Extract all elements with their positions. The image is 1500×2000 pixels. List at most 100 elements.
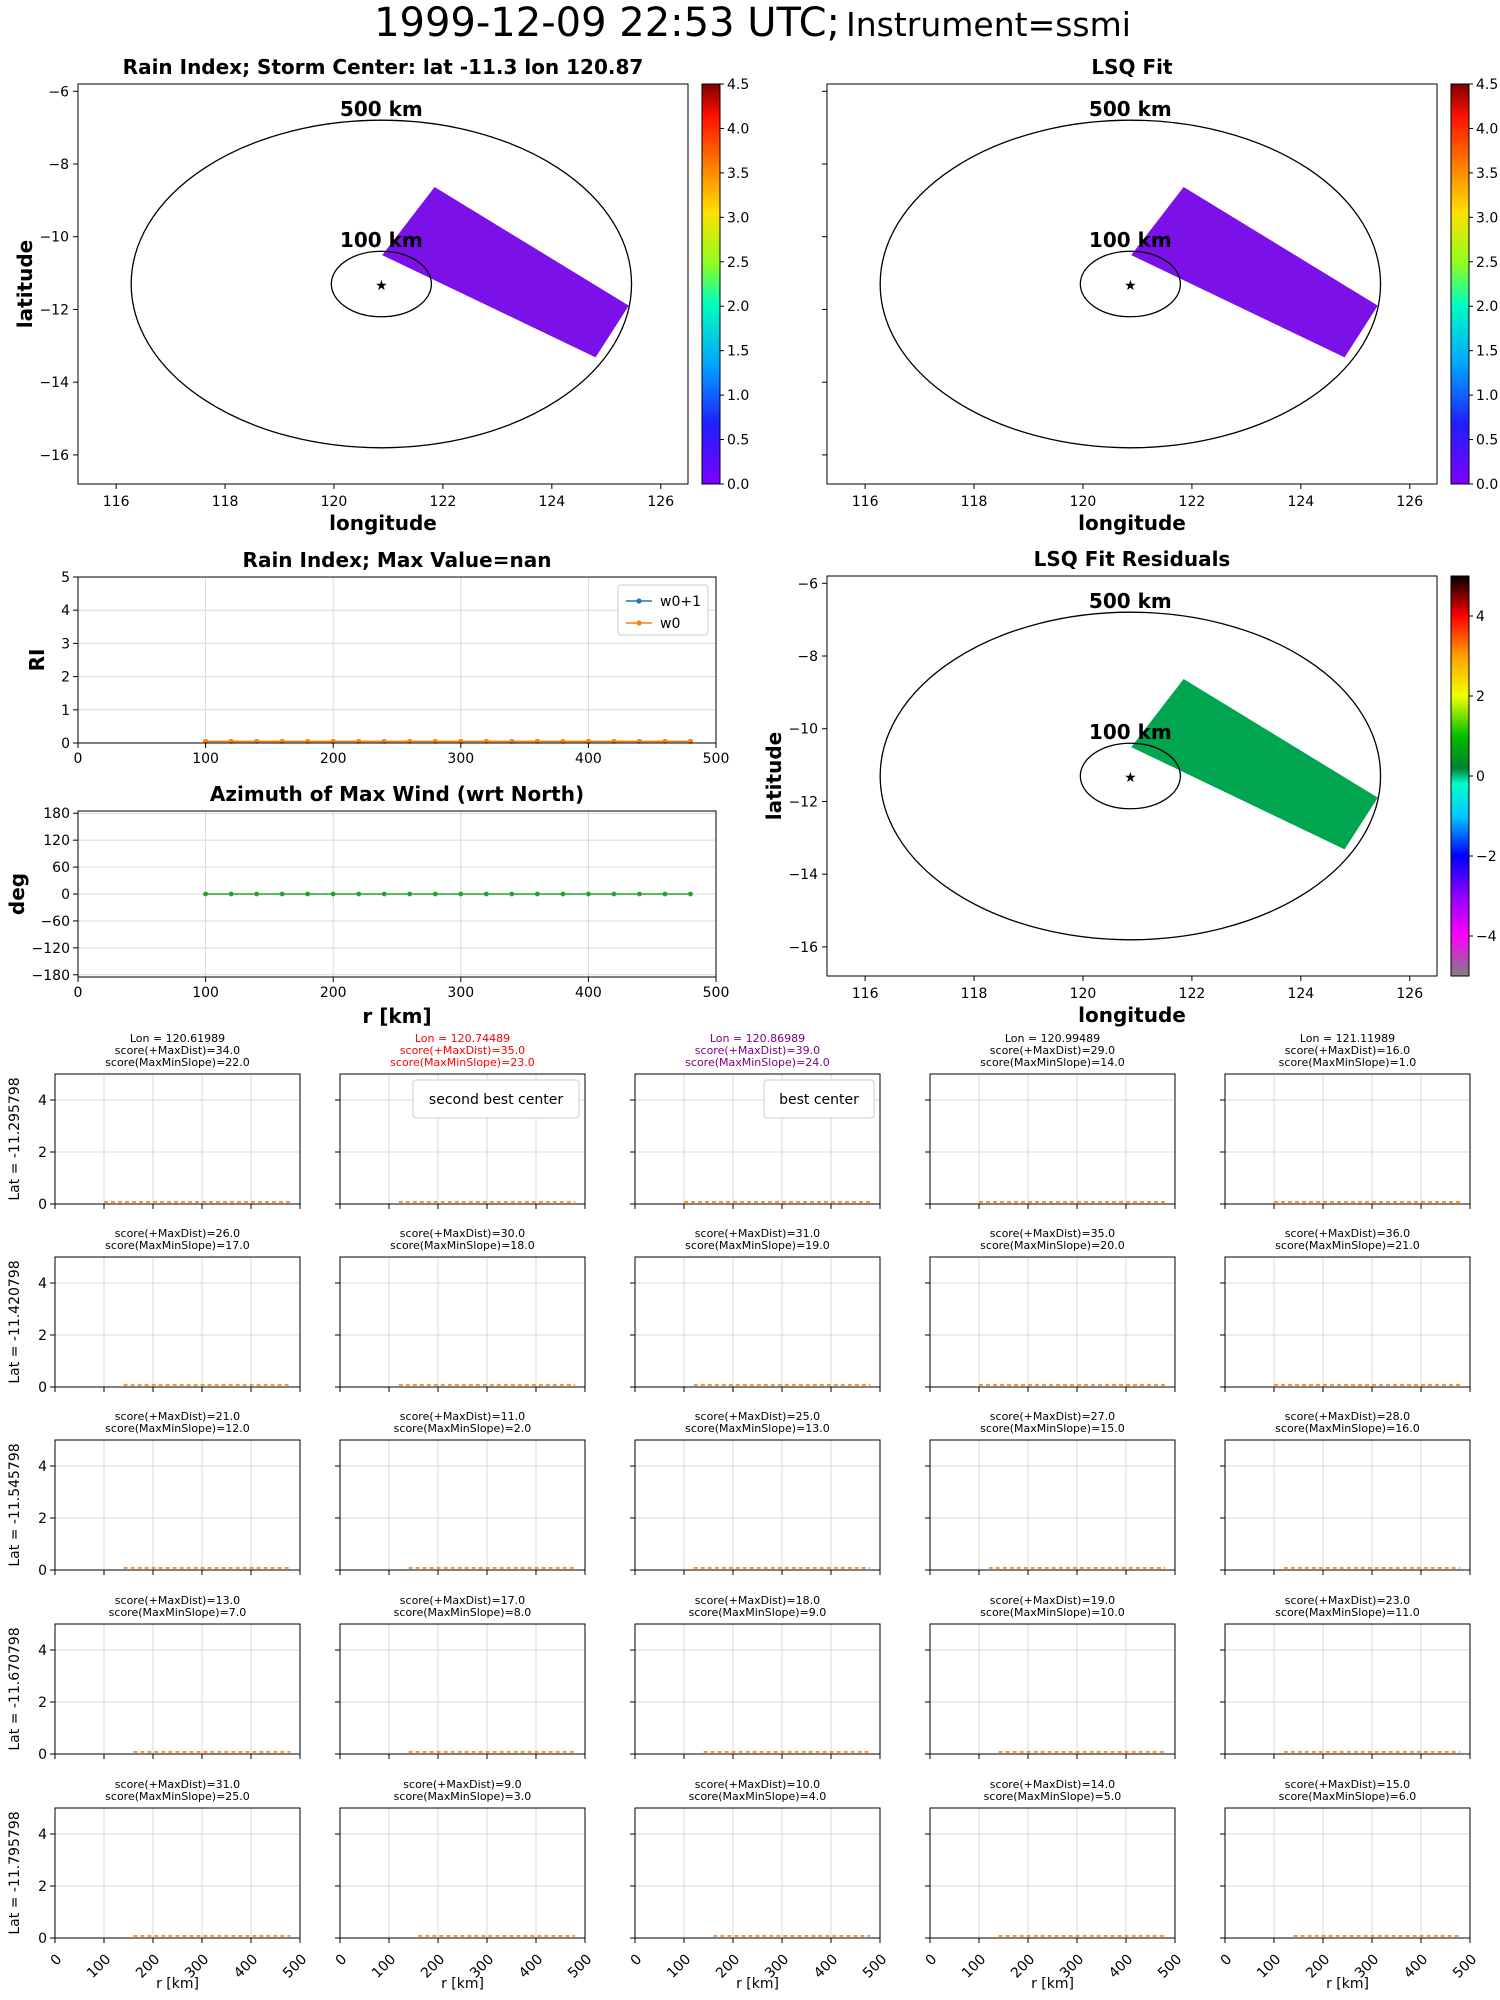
data-point bbox=[356, 891, 362, 897]
colorbar-tick-label: 2.0 bbox=[727, 299, 749, 315]
x-axis-label: r [km] bbox=[156, 1976, 199, 1992]
panel-title: Rain Index; Max Value=nan bbox=[243, 548, 552, 572]
panel-score-text: score(+MaxDist)=17.0 bbox=[400, 1594, 525, 1607]
grid-panel-r4-c2: score(+MaxDist)=10.0score(MaxMinSlope)=4… bbox=[628, 1778, 891, 1992]
y-tick-label: 0 bbox=[61, 736, 70, 752]
y-tick-label: −12 bbox=[788, 794, 818, 810]
x-tick-label: 0 bbox=[74, 751, 83, 767]
panel-score-text: score(MaxMinSlope)=6.0 bbox=[1279, 1790, 1417, 1803]
x-tick-label: 300 bbox=[447, 751, 474, 767]
panel-score-text: score(MaxMinSlope)=16.0 bbox=[1275, 1422, 1420, 1435]
panel-score-text: score(MaxMinSlope)=14.0 bbox=[980, 1056, 1125, 1069]
x-tick-label: 200 bbox=[320, 985, 347, 1001]
x-tick-label: 124 bbox=[1287, 986, 1314, 1002]
colorbar-tick-label: 0.0 bbox=[727, 477, 749, 493]
x-axis-label: r [km] bbox=[1031, 1976, 1074, 1992]
x-tick-label: 400 bbox=[1401, 1951, 1431, 1981]
map-panel-lsq-residuals-map: LSQ Fit Residuals ★ 500 km 100 km 116 118 120 1… bbox=[762, 547, 1497, 1027]
x-tick-label: 500 bbox=[703, 985, 730, 1001]
row-latitude-label: Lat = -11.795798 bbox=[7, 1811, 23, 1934]
panel-score-text: score(MaxMinSlope)=18.0 bbox=[390, 1239, 535, 1252]
y-tick-label: 4 bbox=[61, 603, 70, 619]
panel-score-text: Lon = 120.74489 bbox=[415, 1032, 510, 1045]
axes-frame bbox=[929, 1439, 1176, 1571]
grid-panel-r2-c2: score(+MaxDist)=25.0score(MaxMinSlope)=1… bbox=[630, 1410, 881, 1575]
x-tick-label: 400 bbox=[231, 1951, 261, 1981]
grid-panel-r1-c3: score(+MaxDist)=35.0score(MaxMinSlope)=2… bbox=[925, 1227, 1176, 1392]
colorbar-tick-label: −2 bbox=[1476, 849, 1497, 865]
colorbar-tick-label: 1.5 bbox=[727, 344, 749, 360]
axes-frame bbox=[77, 576, 717, 744]
colorbar-tick-label: 0.5 bbox=[1476, 433, 1498, 449]
panel-legend-label: second best center bbox=[429, 1092, 563, 1108]
grid-panel-r1-c2: score(+MaxDist)=31.0score(MaxMinSlope)=1… bbox=[630, 1227, 881, 1392]
data-point bbox=[586, 891, 591, 897]
y-tick-label: 0 bbox=[38, 1197, 47, 1213]
panel-title: Rain Index; Storm Center: lat -11.3 lon … bbox=[123, 55, 644, 79]
colorbar: 0.0 0.5 1.0 1.5 2.0 2.5 3.0 3.5 4.0 4.5 bbox=[701, 77, 749, 493]
grid-panel-r0-c3: Lon = 120.99489score(+MaxDist)=29.0score… bbox=[925, 1032, 1176, 1209]
y-axis-label: latitude bbox=[762, 732, 786, 820]
y-tick-label: 5 bbox=[61, 570, 70, 586]
axes-frame bbox=[929, 1623, 1176, 1755]
panel-score-text: score(MaxMinSlope)=17.0 bbox=[105, 1239, 250, 1252]
map-panel-rain-index-map: Rain Index; Storm Center: lat -11.3 lon … bbox=[13, 55, 749, 535]
x-tick-label: 500 bbox=[703, 751, 730, 767]
colorbar-bar bbox=[1450, 83, 1470, 485]
x-tick-label: 400 bbox=[811, 1951, 841, 1981]
x-tick-label: 120 bbox=[321, 494, 348, 510]
panel-score-text: score(+MaxDist)=29.0 bbox=[990, 1044, 1115, 1057]
x-axis-label: r [km] bbox=[1326, 1976, 1369, 1992]
y-tick-label: −6 bbox=[797, 576, 818, 592]
x-tick-label: 400 bbox=[575, 751, 602, 767]
data-point bbox=[483, 891, 489, 897]
map-panel-lsq-fit-map: LSQ Fit ★ 500 km 100 km 116 118 120 122 124 126 lo… bbox=[822, 55, 1498, 535]
panel-score-text: Lon = 121.11989 bbox=[1300, 1032, 1395, 1045]
colorbar: 4 2 0 −2 −4 bbox=[1450, 575, 1497, 977]
panel-score-text: score(+MaxDist)=35.0 bbox=[400, 1044, 525, 1057]
data-point bbox=[662, 891, 668, 897]
y-tick-label: −8 bbox=[797, 649, 818, 665]
x-tick-label: 400 bbox=[516, 1951, 546, 1981]
row-latitude-label: Lat = -11.545798 bbox=[7, 1443, 23, 1566]
axes-frame bbox=[634, 1073, 881, 1205]
panel-score-text: score(+MaxDist)=15.0 bbox=[1285, 1778, 1410, 1791]
data-point bbox=[407, 891, 413, 897]
x-tick-label: 500 bbox=[1450, 1951, 1480, 1981]
panel-score-text: score(+MaxDist)=9.0 bbox=[403, 1778, 521, 1791]
row-latitude-label: Lat = -11.420798 bbox=[7, 1260, 23, 1383]
legend-label: w0+1 bbox=[660, 594, 701, 610]
figure-subtitle: Instrument=ssmi bbox=[846, 5, 1131, 44]
panel-score-text: score(MaxMinSlope)=21.0 bbox=[1275, 1239, 1420, 1252]
axes-frame bbox=[339, 1439, 586, 1571]
x-axis-label: longitude bbox=[1078, 511, 1186, 535]
grid-panel-r0-c0: Lon = 120.61989score(+MaxDist)=34.0score… bbox=[7, 1032, 301, 1213]
axes-frame bbox=[634, 1623, 881, 1755]
x-tick-label: 0 bbox=[333, 1951, 351, 1969]
ring-100km bbox=[330, 250, 433, 318]
data-point bbox=[381, 891, 387, 897]
axes-frame bbox=[1224, 1256, 1471, 1388]
axes-frame bbox=[929, 1807, 1176, 1939]
x-tick-label: 400 bbox=[575, 985, 602, 1001]
data-point bbox=[534, 891, 540, 897]
panel-score-text: score(+MaxDist)=26.0 bbox=[115, 1227, 240, 1240]
y-axis-label: RI bbox=[25, 649, 49, 672]
panel-score-text: score(MaxMinSlope)=3.0 bbox=[394, 1790, 532, 1803]
x-tick-label: 116 bbox=[852, 494, 879, 510]
data-point bbox=[305, 891, 311, 897]
y-tick-label: 60 bbox=[52, 860, 70, 876]
panel-score-text: score(+MaxDist)=28.0 bbox=[1285, 1410, 1410, 1423]
panel-score-text: score(MaxMinSlope)=22.0 bbox=[105, 1056, 250, 1069]
rain-swath bbox=[382, 186, 629, 358]
colorbar-tick-label: 4 bbox=[1476, 609, 1485, 625]
panel-score-text: score(MaxMinSlope)=2.0 bbox=[394, 1422, 532, 1435]
ring-label-500km: 500 km bbox=[1089, 589, 1172, 613]
colorbar-bar bbox=[701, 83, 721, 485]
grid-panel-r2-c4: score(+MaxDist)=28.0score(MaxMinSlope)=1… bbox=[1220, 1410, 1471, 1575]
panel-score-text: score(+MaxDist)=35.0 bbox=[990, 1227, 1115, 1240]
axes-frame bbox=[339, 1256, 586, 1388]
colorbar-tick-label: 4.0 bbox=[727, 121, 749, 137]
panel-legend-box bbox=[763, 1079, 875, 1119]
